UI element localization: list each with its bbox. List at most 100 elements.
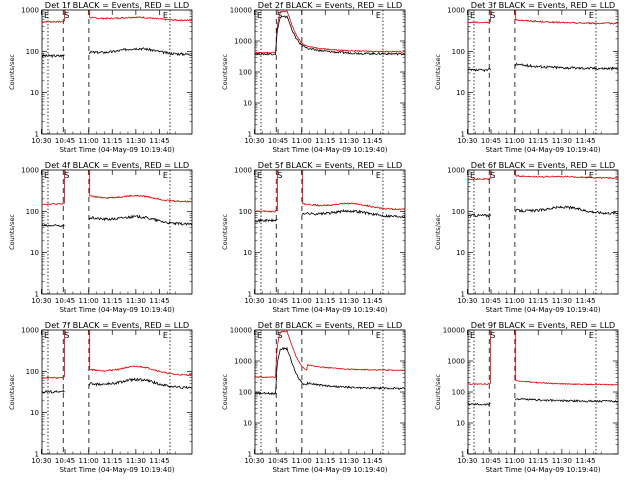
shade-marker: S (490, 171, 495, 180)
lld-series-line (41, 365, 193, 380)
lld-series-line (254, 202, 406, 213)
x-tick-label: 10:45 (268, 297, 288, 305)
lld-series-line (41, 194, 193, 206)
events-series-line (467, 397, 618, 406)
chart-title: Det 4f BLACK = Events, RED = LLD (45, 160, 189, 170)
x-tick-label: 10:45 (55, 297, 75, 305)
x-tick-label: 11:15 (315, 297, 335, 305)
x-tick-label: 11:00 (79, 137, 99, 145)
x-tick-label: 11:15 (315, 457, 335, 465)
y-tick-label: 1000 (21, 327, 39, 335)
y-tick-label: 100 (26, 48, 39, 56)
y-tick-label: 10 (30, 409, 39, 417)
shade-marker: S (490, 11, 495, 20)
x-tick-label: 11:45 (149, 457, 169, 465)
x-tick-label: 11:15 (528, 457, 548, 465)
x-tick-label: 11:30 (126, 297, 146, 305)
x-tick-label: 10:30 (244, 297, 264, 305)
x-tick-label: 10:45 (268, 457, 288, 465)
x-tick-label: 10:30 (31, 137, 51, 145)
panel-det2f: Det 2f BLACK = Events, RED = LLD 1 10 100 10… (213, 0, 426, 160)
y-axis-label: Counts/sec (221, 214, 229, 250)
start-marker: E (44, 331, 49, 340)
y-axis-label: Counts/sec (221, 374, 229, 410)
y-tick-label: 100 (239, 208, 252, 216)
x-axis-label: Start Time (04-May-09 10:19:40) (485, 306, 600, 314)
x-tick-label: 11:30 (339, 457, 359, 465)
shade-marker: S (64, 331, 69, 340)
plot-frame (254, 169, 406, 295)
lld-series-line (254, 329, 406, 379)
y-tick-label: 100 (452, 48, 465, 56)
chart-det8f: Det 8f BLACK = Events, RED = LLD 1 10 100 10… (221, 320, 406, 474)
y-tick-label: 100 (26, 208, 39, 216)
x-tick-label: 10:30 (244, 457, 264, 465)
end-marker: E (163, 331, 168, 340)
shade-marker: S (64, 11, 69, 20)
y-axis-label: Counts/sec (8, 374, 16, 410)
end-marker: E (376, 11, 381, 20)
shade-marker: S (490, 331, 495, 340)
y-tick-label: 1 (35, 291, 39, 299)
x-tick-label: 10:30 (457, 457, 477, 465)
y-tick-label: 1000 (447, 167, 465, 175)
end-marker: E (163, 11, 168, 20)
x-tick-label: 10:30 (457, 137, 477, 145)
events-series-line (467, 205, 619, 218)
panel-det3f: Det 3f BLACK = Events, RED = LLD 1 10 100 10… (426, 0, 639, 160)
x-tick-label: 10:45 (481, 297, 501, 305)
y-tick-label: 10 (456, 249, 465, 257)
chart-det6f: Det 6f BLACK = Events, RED = LLD 1 10 100 10… (434, 160, 619, 314)
x-axis-label: Start Time (04-May-09 10:19:40) (59, 146, 174, 154)
lld-series-line (467, 379, 619, 386)
plot-frame (41, 9, 193, 135)
x-tick-label: 11:00 (292, 297, 312, 305)
y-tick-label: 10 (456, 89, 465, 97)
x-axis-label: Start Time (04-May-09 10:19:40) (59, 306, 174, 314)
start-marker: E (470, 11, 475, 20)
y-axis-label: Counts/sec (8, 214, 16, 250)
x-tick-label: 10:45 (55, 137, 75, 145)
chart-title: Det 2f BLACK = Events, RED = LLD (258, 0, 402, 10)
plot-frame (467, 9, 619, 135)
y-tick-label: 1 (461, 131, 465, 139)
x-tick-label: 11:15 (528, 297, 548, 305)
y-tick-label: 10000 (443, 327, 465, 335)
y-tick-label: 10 (30, 249, 39, 257)
x-tick-label: 11:45 (149, 297, 169, 305)
y-tick-label: 1000 (447, 7, 465, 15)
panel-det8f: Det 8f BLACK = Events, RED = LLD 1 10 100 10… (213, 320, 426, 480)
y-tick-label: 1 (35, 451, 39, 459)
y-tick-label: 1000 (21, 7, 39, 15)
end-marker: E (589, 11, 594, 20)
y-tick-label: 10 (243, 249, 252, 257)
y-tick-label: 1000 (447, 358, 465, 366)
end-marker: E (589, 171, 594, 180)
y-tick-label: 1000 (21, 167, 39, 175)
y-axis-label: Counts/sec (221, 54, 229, 90)
start-marker: E (470, 171, 475, 180)
x-axis-label: Start Time (04-May-09 10:19:40) (59, 466, 174, 474)
y-tick-label: 10 (243, 100, 252, 108)
chart-title: Det 5f BLACK = Events, RED = LLD (258, 160, 402, 170)
chart-title: Det 7f BLACK = Events, RED = LLD (45, 320, 189, 330)
y-tick-label: 10000 (230, 327, 252, 335)
panel-det5f: Det 5f BLACK = Events, RED = LLD 1 10 100 10… (213, 160, 426, 320)
events-series-line (254, 15, 406, 56)
y-axis-label: Counts/sec (434, 214, 442, 250)
x-tick-label: 11:30 (552, 457, 572, 465)
x-axis-label: Start Time (04-May-09 10:19:40) (272, 146, 387, 154)
chart-det9f: Det 9f BLACK = Events, RED = LLD 1 10 100 10… (434, 320, 619, 474)
chart-title: Det 1f BLACK = Events, RED = LLD (45, 0, 189, 10)
x-tick-label: 11:00 (79, 297, 99, 305)
chart-title: Det 8f BLACK = Events, RED = LLD (258, 320, 402, 330)
plot-frame (467, 169, 619, 295)
y-tick-label: 1 (248, 291, 252, 299)
y-tick-label: 1000 (234, 167, 252, 175)
y-axis-label: Counts/sec (434, 374, 442, 410)
lld-series-line (254, 10, 406, 54)
y-tick-label: 1 (248, 131, 252, 139)
y-tick-label: 100 (26, 368, 39, 376)
start-marker: E (44, 11, 49, 20)
panel-det9f: Det 9f BLACK = Events, RED = LLD 1 10 100 10… (426, 320, 639, 480)
